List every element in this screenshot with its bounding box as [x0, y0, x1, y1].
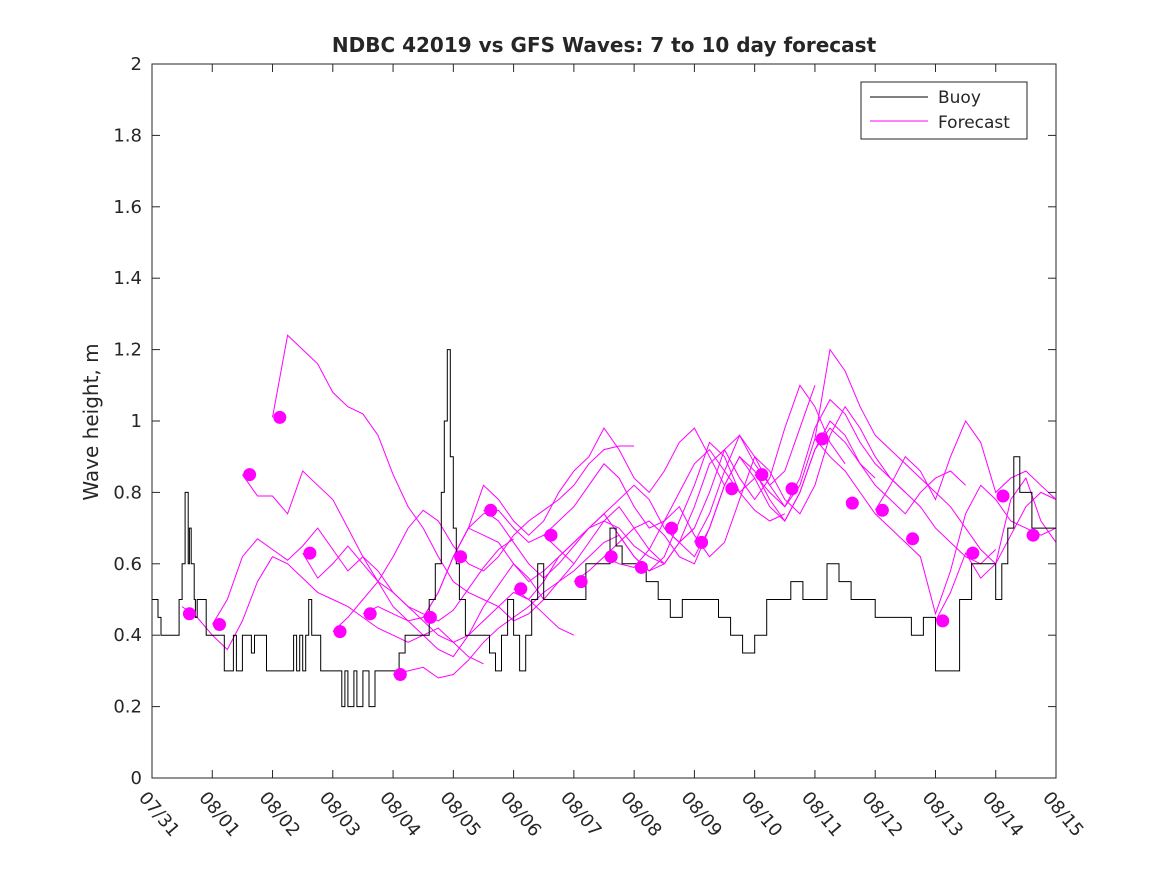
forecast-point — [363, 607, 377, 621]
forecast-point — [243, 468, 257, 482]
y-tick-label: 0.2 — [113, 697, 142, 718]
y-tick-label: 0.8 — [113, 482, 142, 503]
y-axis-label: Wave height, m — [79, 343, 103, 500]
forecast-line-9 — [422, 427, 725, 618]
forecast-point — [1026, 528, 1040, 542]
forecast-line-18 — [754, 348, 1057, 565]
forecast-point — [303, 546, 317, 560]
y-tick-label: 1.8 — [113, 125, 142, 146]
forecast-point — [755, 468, 769, 482]
forecast-point — [875, 503, 889, 517]
forecast-line-20 — [874, 419, 1057, 511]
forecast-point — [966, 546, 980, 560]
y-tick-label: 1.2 — [113, 340, 142, 361]
y-tick-label: 1 — [131, 411, 142, 432]
forecast-point — [484, 503, 498, 517]
forecast-point — [845, 496, 859, 510]
forecast-point — [604, 550, 618, 564]
forecast-line-11 — [483, 441, 786, 579]
legend-buoy-label: Buoy — [938, 88, 981, 108]
forecast-point — [213, 618, 226, 631]
forecast-line-19 — [814, 438, 1057, 616]
y-tick-label: 2 — [131, 54, 142, 75]
y-tick-label: 0 — [131, 768, 142, 789]
forecast-point — [785, 482, 799, 496]
forecast-line-16 — [663, 420, 966, 558]
forecast-point — [182, 607, 196, 621]
y-tick-label: 1.6 — [113, 197, 142, 218]
legend-forecast-label: Forecast — [938, 113, 1010, 133]
forecast-point — [695, 535, 709, 549]
forecast-point — [634, 560, 648, 574]
forecast-line-13 — [543, 384, 846, 565]
forecast-line-7 — [362, 520, 665, 622]
forecast-point — [665, 521, 678, 535]
legend-box — [860, 81, 1028, 140]
y-tick-label: 0.4 — [113, 625, 142, 646]
y-tick-label: 1.4 — [113, 268, 142, 289]
forecast-point — [544, 528, 558, 542]
forecast-point — [454, 550, 468, 564]
legend: Buoy Forecast — [860, 81, 1028, 140]
forecast-line-4 — [272, 334, 575, 622]
forecast-point — [725, 482, 739, 496]
buoy-line — [152, 349, 1056, 708]
forecast-point — [514, 582, 528, 596]
forecast-point — [815, 432, 829, 446]
forecast-line-3 — [241, 470, 545, 658]
forecast-point — [333, 625, 347, 639]
forecast-point — [906, 532, 920, 546]
forecast-line-6 — [332, 445, 635, 632]
forecast-point — [574, 575, 588, 589]
forecast-point — [936, 614, 950, 628]
y-tick-label: 0.6 — [113, 554, 142, 575]
forecast-point — [273, 410, 287, 424]
chart-title: NDBC 42019 vs GFS Waves: 7 to 10 day for… — [332, 33, 877, 57]
forecast-line-17 — [693, 398, 997, 565]
forecast-line-10 — [452, 448, 756, 557]
forecast-point — [423, 610, 437, 624]
forecast-point — [393, 668, 407, 681]
forecast-point — [996, 489, 1010, 503]
